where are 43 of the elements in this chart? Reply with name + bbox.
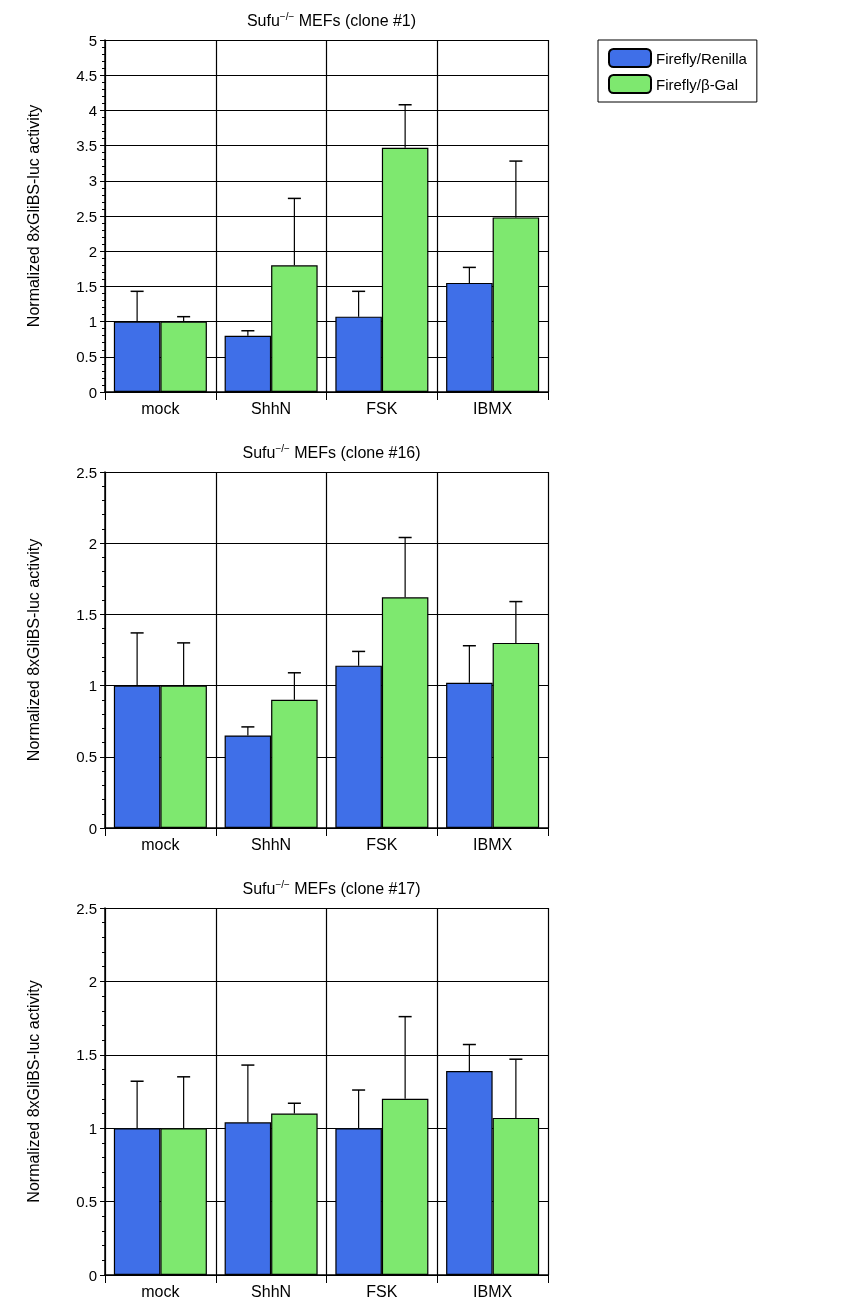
y-tick-label: 2.5 [76,463,97,481]
legend-label: Firefly/β-Gal [656,75,738,93]
y-tick-label: 0.5 [76,348,97,366]
y-tick-label: 4.5 [76,66,97,84]
y-tick-label: 2.5 [76,207,97,225]
x-tick-label: FSK [366,399,398,417]
x-tick-label: FSK [366,835,398,853]
y-tick-label: 1 [88,313,97,331]
y-axis-title: Normalized 8xGliBS-luc activity [24,538,42,762]
y-tick-label: 0.5 [76,1193,97,1211]
x-tick-label: ShhN [251,399,292,417]
chart-title: Sufu−/− MEFs (clone #16) [242,442,421,461]
chart-title: Sufu−/− MEFs (clone #1) [246,10,417,29]
y-tick-label: 2 [88,972,97,990]
y-tick-label: 2 [88,534,97,552]
y-tick-label: 0 [88,383,97,401]
x-tick-label: mock [141,399,181,417]
y-tick-label: 0.5 [76,748,97,766]
x-tick-label: IBMX [473,399,513,417]
chart-title: Sufu−/− MEFs (clone #17) [242,878,421,897]
y-tick-label: 2 [88,242,97,260]
x-tick-label: IBMX [473,1282,513,1300]
x-tick-label: ShhN [251,1282,292,1300]
y-tick-label: 2.5 [76,899,97,917]
y-tick-label: 1.5 [76,277,97,295]
y-tick-label: 1 [88,1119,97,1137]
x-tick-label: FSK [366,1282,398,1300]
x-tick-label: IBMX [473,835,513,853]
x-tick-label: mock [141,835,181,853]
y-tick-label: 4 [88,101,97,119]
y-tick-label: 0 [88,1266,97,1284]
y-tick-label: 1 [88,677,97,695]
y-axis-title: Normalized 8xGliBS-luc activity [24,104,42,328]
y-tick-label: 5 [88,31,97,49]
y-tick-label: 1.5 [76,605,97,623]
y-tick-label: 3 [88,172,97,190]
y-axis-title: Normalized 8xGliBS-luc activity [24,980,42,1203]
y-tick-label: 3.5 [76,137,97,155]
legend-label: Firefly/Renilla [656,49,748,67]
x-tick-label: ShhN [251,835,292,853]
y-tick-label: 1.5 [76,1046,97,1064]
y-tick-label: 0 [88,819,97,837]
x-tick-label: mock [141,1282,181,1300]
